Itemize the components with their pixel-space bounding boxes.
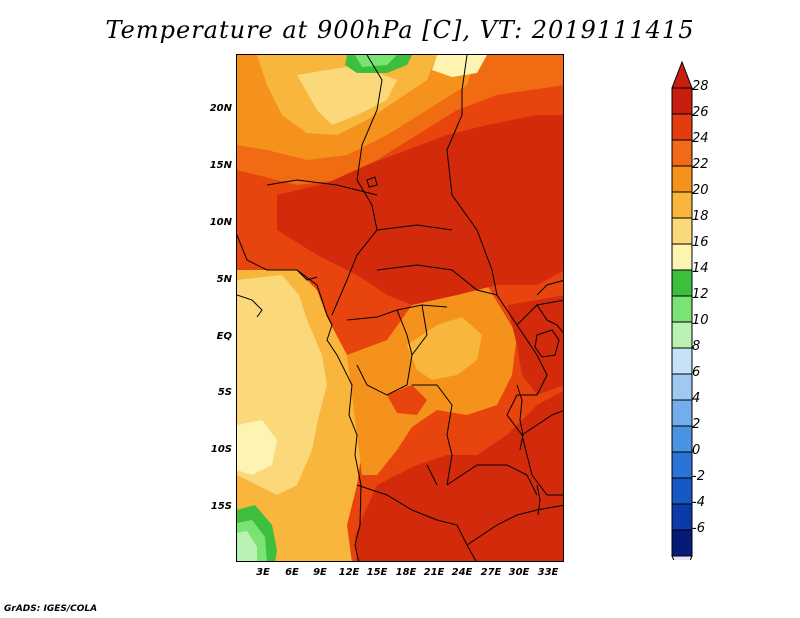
colorbar-label-14: 14 [692,261,709,276]
field-coastal-16 [237,420,277,475]
lon-label-15e: 15E [366,567,388,578]
colorbar-segment [671,373,693,401]
colorbar-label-2: 2 [692,417,701,432]
colorbar-label-20: 20 [692,183,709,198]
temperature-map [236,54,564,562]
colorbar-segment [671,451,693,479]
colorbar-segment [671,295,693,323]
colorbar-label-24: 24 [692,131,709,146]
colorbar-segment [671,347,693,375]
lat-label-5s: 5S [217,387,232,398]
colorbar-segment [671,139,693,167]
colorbar-label-26: 26 [692,105,709,120]
lon-label-27e: 27E [480,567,502,578]
lat-label-5n: 5N [216,274,232,285]
colorbar-segment [671,425,693,453]
colorbar-label-28: 28 [692,79,709,94]
colorbar-label-10: 10 [692,313,709,328]
lon-label-30e: 30E [508,567,530,578]
field-north-12 [355,55,397,67]
colorbar-label-6: 6 [692,365,701,380]
coastline [237,234,362,561]
colorbar-label-4: 4 [692,391,701,406]
lon-label-21e: 21E [423,567,445,578]
map-svg [237,55,563,561]
colorbar-segment [671,529,693,557]
colorbar-segment [671,399,693,427]
colorbar [671,60,693,560]
colorbar-segment [671,217,693,245]
field-hot-north-28 [277,115,563,305]
colorbar-label-16: 16 [692,235,709,250]
lat-label-eq: EQ [216,331,232,342]
lat-label-20n: 20N [209,103,232,114]
lon-label-33e: 33E [537,567,559,578]
colorbar-label-22: 22 [692,157,709,172]
lat-label-10n: 10N [209,217,232,228]
lon-label-9e: 9E [313,567,327,578]
lake-malawi [536,484,541,516]
colorbar-segment [671,503,693,531]
field-congo-20 [407,317,482,380]
colorbar-segment [671,165,693,193]
colorbar-label-neg2: -2 [692,469,705,484]
field-north-18 [297,65,397,125]
lon-label-24e: 24E [451,567,473,578]
field-coastal-10 [237,531,257,561]
colorbar-segment [671,191,693,219]
colorbar-segment [671,321,693,349]
plot-title: Temperature at 900hPa [C], VT: 201911141… [105,16,695,44]
colorbar-label-18: 18 [692,209,709,224]
lat-label-15n: 15N [209,160,232,171]
colorbar-bottom-triangle [671,555,693,560]
colorbar-label-neg4: -4 [692,495,705,510]
lon-label-6e: 6E [285,567,299,578]
colorbar-segment [671,269,693,297]
lake-victoria [534,329,560,358]
colorbar-segment [671,113,693,141]
colorbar-top-triangle [671,60,693,89]
lon-label-12e: 12E [338,567,360,578]
grads-credit: GrADS: IGES/COLA [4,604,98,614]
lon-label-3e: 3E [256,567,270,578]
colorbar-label-neg6: -6 [692,521,705,536]
lake-tanganyika [516,384,524,451]
colorbar-segment [671,477,693,505]
colorbar-label-12: 12 [692,287,709,302]
lon-label-18e: 18E [395,567,417,578]
colorbar-segment [671,243,693,271]
lakes [366,176,560,516]
map-borders [237,55,563,561]
lat-label-10s: 10S [210,444,232,455]
field-patch-26 [387,385,427,415]
colorbar-label-8: 8 [692,339,701,354]
lake-chad [366,176,378,188]
lat-label-15s: 15S [210,501,232,512]
colorbar-label-0: 0 [692,443,701,458]
field-north-16 [432,55,487,77]
colorbar-segment [671,87,693,115]
